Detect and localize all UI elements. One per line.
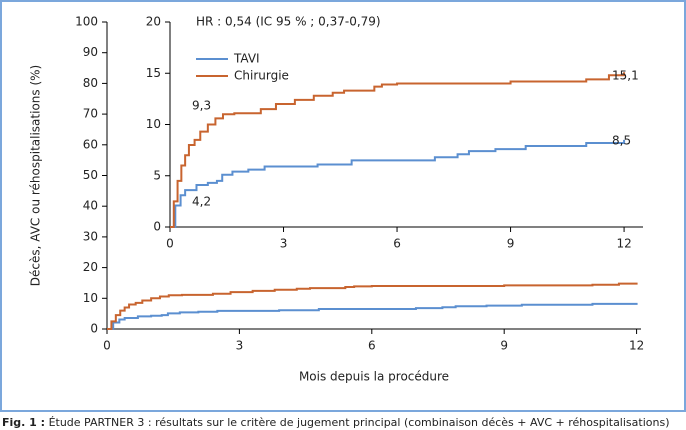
x-tick-label: 12	[616, 237, 631, 251]
legend-label: Chirurgie	[234, 69, 289, 83]
value-label: 15,1	[612, 69, 639, 83]
y-tick-label: 0	[153, 220, 161, 234]
y-tick-label: 15	[146, 66, 161, 80]
y-tick-label: 5	[153, 168, 161, 182]
value-label: 8,5	[612, 134, 631, 148]
caption-label: Fig. 1 :	[2, 416, 46, 429]
annotation: HR : 0,54 (IC 95 % ; 0,37-0,79)	[196, 15, 381, 29]
y-tick-label: 70	[83, 107, 98, 121]
y-tick-label: 0	[90, 322, 98, 336]
y-tick-label: 80	[83, 76, 98, 90]
km-curve	[107, 302, 638, 330]
y-tick-label: 10	[83, 291, 98, 305]
x-tick-label: 9	[500, 339, 508, 353]
value-label: 9,3	[192, 99, 211, 113]
x-tick-label: 9	[507, 237, 515, 251]
x-tick-label: 12	[629, 339, 644, 353]
y-tick-label: 40	[83, 199, 98, 213]
y-tick-label: 20	[146, 15, 161, 29]
km-curve	[170, 72, 626, 228]
y-axis-label: Décès, AVC ou réhospitalisations (%)	[29, 65, 43, 286]
x-tick-label: 3	[236, 339, 244, 353]
x-tick-label: 0	[103, 339, 111, 353]
y-tick-label: 50	[83, 168, 98, 182]
x-tick-label: 3	[280, 237, 288, 251]
legend-label: TAVI	[233, 52, 260, 66]
y-tick-label: 60	[83, 137, 98, 151]
caption: Fig. 1 : Étude PARTNER 3 : résultats sur…	[2, 416, 670, 429]
x-tick-label: 6	[368, 339, 376, 353]
y-tick-label: 10	[146, 117, 161, 131]
caption-text: Étude PARTNER 3 : résultats sur le critè…	[48, 416, 670, 429]
y-tick-label: 20	[83, 260, 98, 274]
x-tick-label: 6	[393, 237, 401, 251]
frame	[0, 0, 686, 412]
km-curve	[107, 282, 638, 330]
y-tick-label: 90	[83, 45, 98, 59]
y-tick-label: 100	[75, 15, 98, 29]
value-label: 4,2	[192, 195, 211, 209]
km-curve	[170, 139, 626, 228]
y-tick-label: 30	[83, 229, 98, 243]
x-tick-label: 0	[166, 237, 174, 251]
x-axis-label: Mois depuis la procédure	[299, 370, 449, 384]
